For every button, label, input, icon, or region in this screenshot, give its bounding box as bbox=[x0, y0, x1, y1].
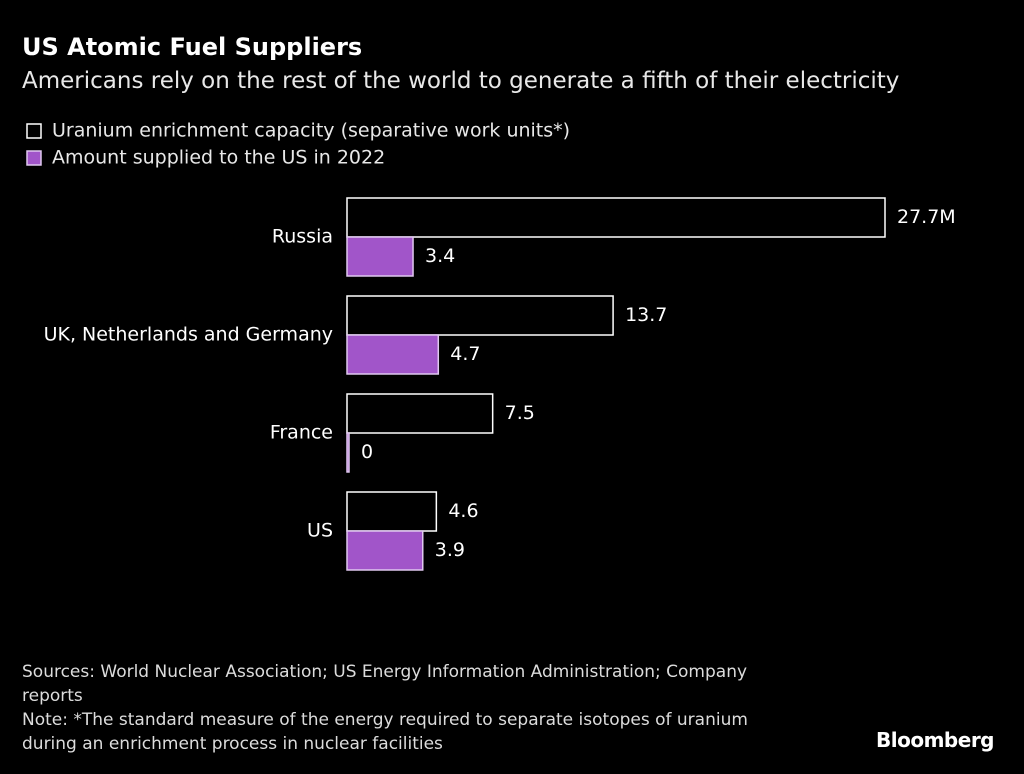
brand: Bloomberg bbox=[876, 728, 994, 752]
legend-label: Uranium enrichment capacity (separative … bbox=[52, 120, 570, 142]
category-label: Russia bbox=[272, 226, 333, 248]
footnote: Note: *The standard measure of the energ… bbox=[22, 710, 748, 754]
value-label: 4.6 bbox=[448, 500, 478, 522]
chart-title: US Atomic Fuel Suppliers bbox=[22, 33, 363, 61]
bar bbox=[346, 432, 350, 473]
bar bbox=[346, 295, 614, 336]
category-label: UK, Netherlands and Germany bbox=[44, 324, 333, 346]
bar bbox=[346, 393, 494, 434]
value-label: 0 bbox=[361, 441, 373, 463]
bar bbox=[346, 530, 424, 571]
category-label: France bbox=[270, 422, 333, 444]
chart: Uranium enrichment capacity (separative … bbox=[26, 120, 956, 571]
value-label: 3.4 bbox=[425, 245, 455, 267]
chart-subtitle: Americans rely on the rest of the world … bbox=[22, 68, 900, 94]
legend-label: Amount supplied to the US in 2022 bbox=[52, 147, 385, 169]
bar bbox=[346, 334, 440, 375]
bar bbox=[346, 236, 414, 277]
legend-swatch bbox=[26, 150, 42, 166]
category-label: US bbox=[307, 520, 333, 542]
value-label: 3.9 bbox=[435, 539, 465, 561]
value-label: 13.7 bbox=[625, 304, 667, 326]
bar bbox=[346, 491, 438, 532]
value-label: 4.7 bbox=[450, 343, 480, 365]
bar bbox=[346, 197, 886, 238]
legend-swatch bbox=[26, 123, 42, 139]
value-label: 27.7M bbox=[897, 206, 956, 228]
source-note: Sources: World Nuclear Association; US E… bbox=[22, 662, 748, 706]
value-label: 7.5 bbox=[505, 402, 535, 424]
